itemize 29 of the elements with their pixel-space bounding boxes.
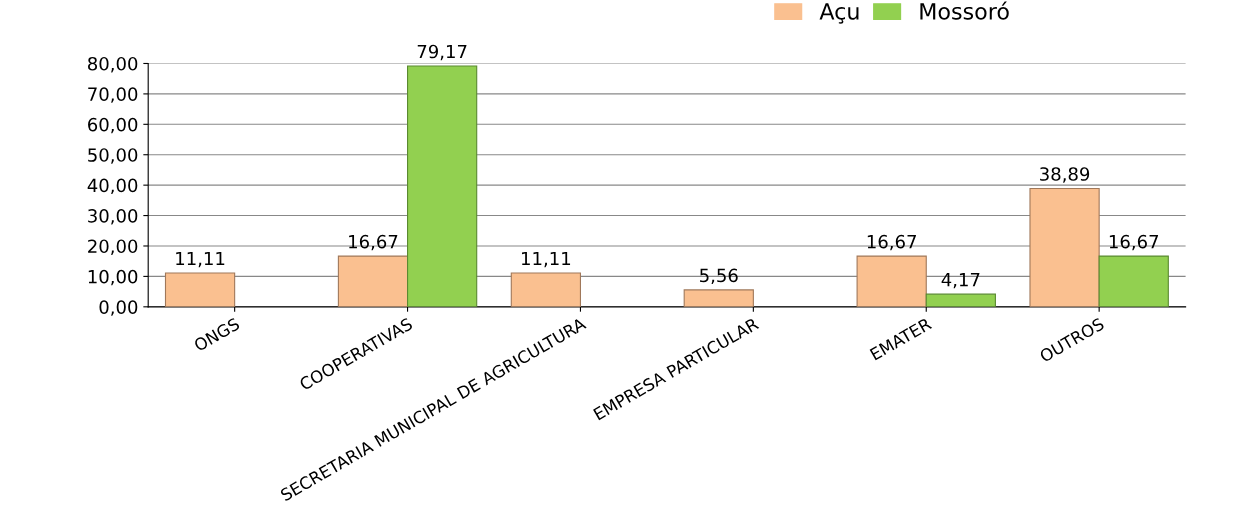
y-tick-label: 0,00 <box>99 300 138 316</box>
y-tick-label: 70,00 <box>88 87 138 103</box>
legend-label: Açu <box>819 3 859 24</box>
y-tick-label: 50,00 <box>88 148 138 164</box>
data-label: 11,11 <box>176 251 225 268</box>
data-label: 4,17 <box>941 273 980 289</box>
data-label: 16,67 <box>1109 234 1159 251</box>
y-tick-label: 10,00 <box>88 269 138 286</box>
bar <box>164 272 236 307</box>
legend-label: Mossoró <box>920 1 1009 20</box>
data-label: 79,17 <box>417 44 467 61</box>
bar <box>856 255 927 307</box>
y-tick-label: 60,00 <box>88 117 138 134</box>
y-tick-label: 30,00 <box>88 209 138 225</box>
data-label: 11,11 <box>522 251 571 268</box>
bar <box>1098 255 1169 307</box>
data-label: 16,67 <box>349 234 398 251</box>
bar <box>337 255 409 307</box>
y-tick-label: 20,00 <box>88 239 138 255</box>
data-label: 16,67 <box>867 234 916 251</box>
data-label: 5,56 <box>700 268 738 285</box>
bar <box>510 272 582 307</box>
y-tick-label: 40,00 <box>87 178 138 195</box>
y-tick-label: 80,00 <box>88 56 138 73</box>
bar <box>925 293 996 307</box>
bar <box>683 289 754 307</box>
bar <box>1029 187 1100 307</box>
data-label: 38,89 <box>1040 167 1090 183</box>
bar <box>406 65 478 307</box>
